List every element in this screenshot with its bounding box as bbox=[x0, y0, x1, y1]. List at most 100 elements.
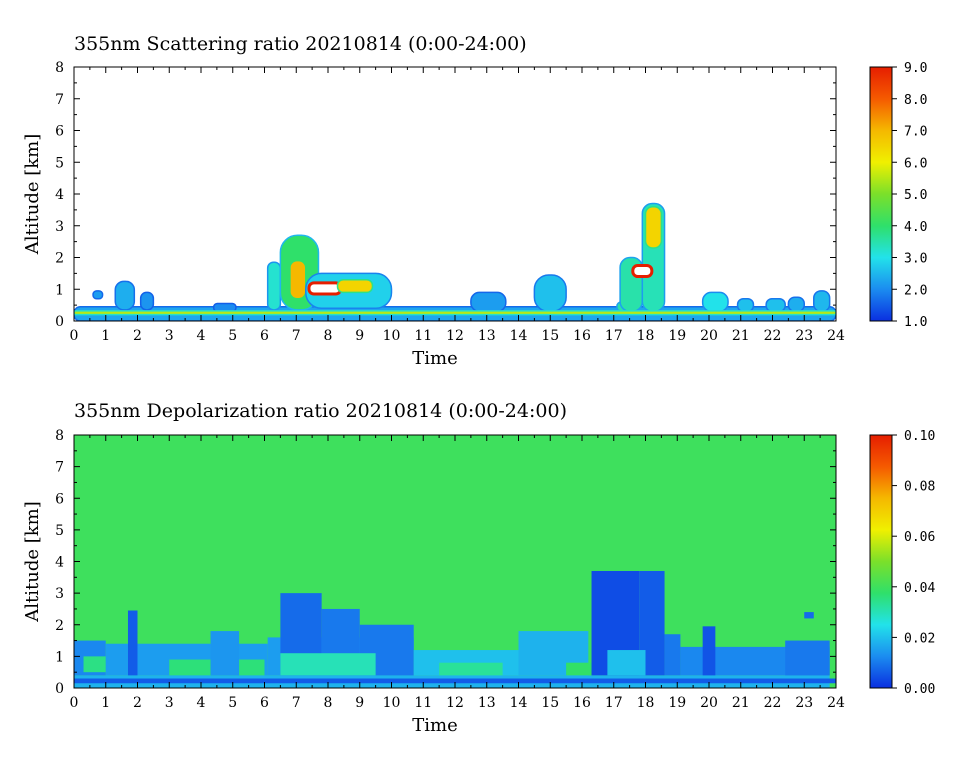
y-tick-label: 7 bbox=[55, 92, 64, 108]
x-tick-label: 2 bbox=[133, 328, 142, 344]
x-tick-label: 24 bbox=[827, 328, 845, 344]
x-tick-label: 3 bbox=[165, 328, 174, 344]
heatmap-cell bbox=[266, 261, 282, 311]
x-tick-label: 5 bbox=[228, 695, 237, 711]
colorbar-label: 0.06 bbox=[904, 530, 935, 545]
colorbar-label: 0.08 bbox=[904, 480, 935, 495]
y-tick-label: 3 bbox=[55, 219, 64, 235]
scattering-ratio-panel: 355nm Scattering ratio 20210814 (0:00-24… bbox=[22, 33, 927, 369]
heatmap-cell bbox=[765, 298, 786, 313]
x-tick-label: 10 bbox=[383, 328, 401, 344]
x-tick-label: 14 bbox=[510, 695, 528, 711]
x-tick-label: 3 bbox=[165, 695, 174, 711]
heatmap-cell bbox=[785, 640, 830, 676]
colorbar-label: 0.10 bbox=[904, 429, 935, 444]
x-tick-label: 4 bbox=[197, 328, 206, 344]
y-tick-label: 7 bbox=[55, 460, 64, 476]
x-tick-label: 13 bbox=[478, 328, 496, 344]
x-tick-label: 21 bbox=[732, 695, 750, 711]
colorbar bbox=[869, 434, 893, 689]
heatmap-cell bbox=[83, 656, 106, 673]
heatmap-cell bbox=[114, 280, 136, 311]
x-tick-label: 0 bbox=[70, 695, 79, 711]
colorbar-label: 0.00 bbox=[904, 682, 935, 697]
x-tick-label: 12 bbox=[446, 328, 464, 344]
x-tick-label: 14 bbox=[510, 328, 528, 344]
heatmap-cell bbox=[127, 610, 138, 676]
heatmap-area bbox=[74, 67, 836, 321]
heatmap-cell bbox=[139, 291, 155, 311]
heatmap-background bbox=[74, 67, 836, 321]
x-tick-label: 4 bbox=[197, 695, 206, 711]
heatmap-cell bbox=[644, 205, 663, 249]
heatmap-cell bbox=[607, 650, 646, 676]
x-tick-label: 9 bbox=[355, 328, 364, 344]
chart-title: 355nm Scattering ratio 20210814 (0:00-24… bbox=[74, 33, 527, 55]
x-tick-label: 7 bbox=[292, 695, 301, 711]
x-tick-label: 15 bbox=[541, 695, 559, 711]
y-tick-label: 1 bbox=[55, 282, 64, 298]
x-tick-label: 1 bbox=[101, 328, 110, 344]
x-tick-label: 9 bbox=[355, 695, 364, 711]
x-tick-label: 19 bbox=[668, 328, 686, 344]
heatmap-cell bbox=[631, 263, 654, 279]
x-tick-label: 20 bbox=[700, 695, 718, 711]
x-tick-label: 18 bbox=[637, 328, 655, 344]
heatmap-cell bbox=[804, 612, 814, 619]
y-tick-label: 8 bbox=[55, 428, 64, 444]
y-tick-label: 8 bbox=[55, 60, 64, 76]
y-tick-label: 5 bbox=[55, 523, 64, 539]
heatmap-cell bbox=[701, 291, 729, 313]
y-tick-label: 5 bbox=[55, 155, 64, 171]
y-tick-label: 4 bbox=[55, 187, 64, 203]
heatmap-cell bbox=[307, 281, 343, 296]
x-tick-label: 11 bbox=[414, 328, 432, 344]
colorbar bbox=[869, 66, 893, 322]
colorbar-label: 5.0 bbox=[904, 188, 927, 203]
x-tick-label: 0 bbox=[70, 328, 79, 344]
x-tick-label: 12 bbox=[446, 695, 464, 711]
x-tick-label: 15 bbox=[541, 328, 559, 344]
y-tick-label: 0 bbox=[55, 681, 64, 697]
x-tick-label: 7 bbox=[292, 328, 301, 344]
x-tick-label: 10 bbox=[383, 695, 401, 711]
x-tick-label: 11 bbox=[414, 695, 432, 711]
x-tick-label: 24 bbox=[827, 695, 845, 711]
x-tick-label: 18 bbox=[637, 695, 655, 711]
colorbar-label: 6.0 bbox=[904, 156, 927, 171]
heatmap-cell bbox=[470, 291, 507, 313]
heatmap-cell bbox=[664, 634, 681, 676]
colorbar-label: 2.0 bbox=[904, 283, 927, 298]
heatmap-area bbox=[74, 435, 836, 688]
colorbar-label: 3.0 bbox=[904, 252, 927, 267]
x-tick-label: 19 bbox=[668, 695, 686, 711]
heatmap-cell bbox=[74, 678, 836, 684]
y-tick-label: 6 bbox=[55, 491, 64, 507]
x-tick-label: 5 bbox=[228, 328, 237, 344]
x-tick-label: 21 bbox=[732, 328, 750, 344]
x-tick-label: 16 bbox=[573, 328, 591, 344]
colorbar-label: 1.0 bbox=[904, 315, 927, 330]
colorbar-label: 0.02 bbox=[904, 631, 935, 646]
x-tick-label: 8 bbox=[324, 695, 333, 711]
x-tick-label: 17 bbox=[605, 328, 623, 344]
x-tick-label: 23 bbox=[795, 695, 813, 711]
colorbar-label: 8.0 bbox=[904, 93, 927, 108]
heatmap-cell bbox=[736, 298, 755, 313]
depolarization-ratio-panel: 355nm Depolarization ratio 20210814 (0:0… bbox=[22, 400, 935, 736]
heatmap-cell bbox=[787, 296, 805, 313]
x-tick-label: 16 bbox=[573, 695, 591, 711]
heatmap-cell bbox=[566, 662, 592, 676]
heatmap-cell bbox=[439, 662, 503, 676]
x-tick-label: 20 bbox=[700, 328, 718, 344]
y-tick-label: 3 bbox=[55, 586, 64, 602]
heatmap-cell bbox=[336, 278, 374, 294]
colorbar-label: 9.0 bbox=[904, 61, 927, 76]
x-tick-label: 17 bbox=[605, 695, 623, 711]
colorbar-label: 4.0 bbox=[904, 220, 927, 235]
heatmap-cell bbox=[210, 631, 240, 676]
y-axis-label: Altitude [km] bbox=[22, 134, 43, 256]
y-tick-label: 2 bbox=[55, 618, 64, 634]
heatmap-cell bbox=[813, 290, 831, 313]
